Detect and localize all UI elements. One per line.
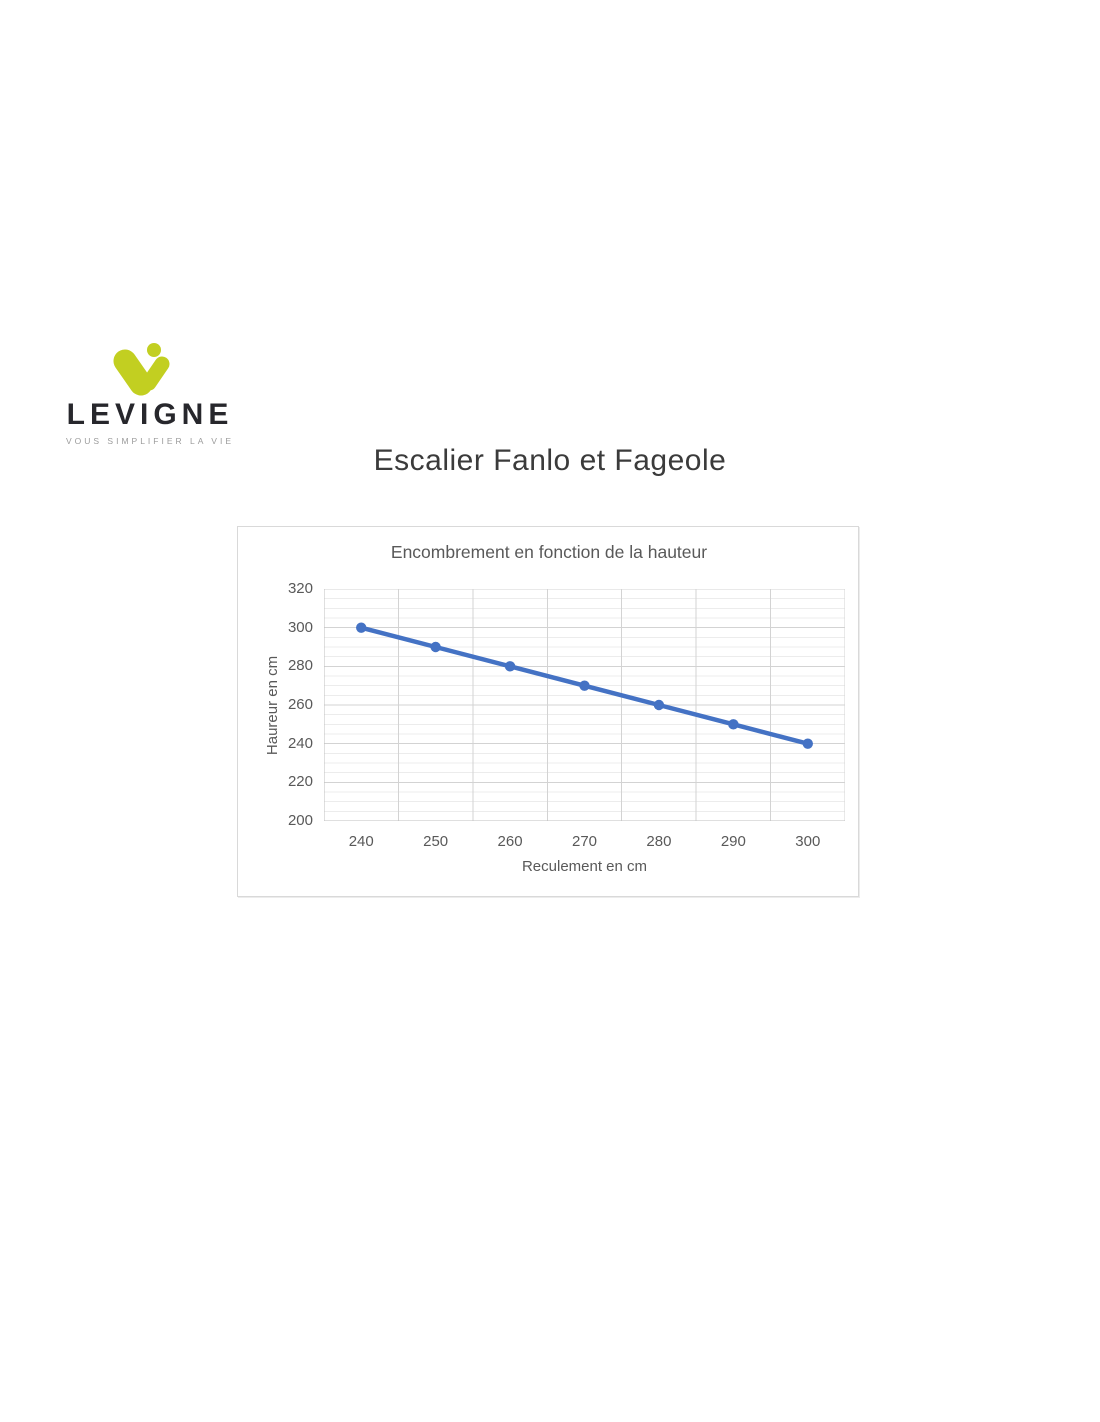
x-tick-label: 300 bbox=[795, 833, 821, 850]
x-tick-label: 280 bbox=[646, 833, 672, 850]
chart-title: Encombrement en fonction de la hauteur bbox=[390, 542, 708, 562]
x-tick-label: 240 bbox=[348, 833, 374, 850]
data-point-marker bbox=[504, 661, 516, 672]
y-tick-label: 260 bbox=[287, 696, 313, 713]
y-tick-label: 240 bbox=[287, 734, 313, 752]
y-tick-label: 280 bbox=[287, 657, 313, 675]
x-tick-label: 270 bbox=[571, 833, 598, 850]
data-point-marker bbox=[728, 719, 739, 730]
x-tick-label: 250 bbox=[423, 833, 449, 850]
data-point-marker bbox=[802, 738, 813, 749]
chart-card: Encombrement en fonction de la hauteur H… bbox=[237, 526, 859, 897]
data-point-marker bbox=[356, 622, 367, 633]
brand-name: LEVIGNE bbox=[66, 398, 234, 431]
data-point-marker bbox=[653, 699, 665, 711]
x-axis-title: Reculement en cm bbox=[521, 858, 648, 875]
y-tick-label: 200 bbox=[287, 812, 313, 829]
y-tick-label: 320 bbox=[287, 580, 313, 597]
line-chart-plot bbox=[324, 589, 845, 821]
data-point-marker bbox=[579, 680, 590, 691]
page-title: Escalier Fanlo et Fageole bbox=[373, 444, 727, 477]
levigne-logo-icon bbox=[113, 343, 170, 396]
y-tick-label: 300 bbox=[287, 618, 313, 636]
x-tick-label: 260 bbox=[497, 833, 523, 850]
x-tick-label: 290 bbox=[720, 833, 746, 850]
data-point-marker bbox=[430, 641, 441, 653]
brand-tagline: VOUS SIMPLIFIER LA VIE bbox=[65, 436, 235, 446]
y-tick-label: 220 bbox=[287, 773, 313, 791]
